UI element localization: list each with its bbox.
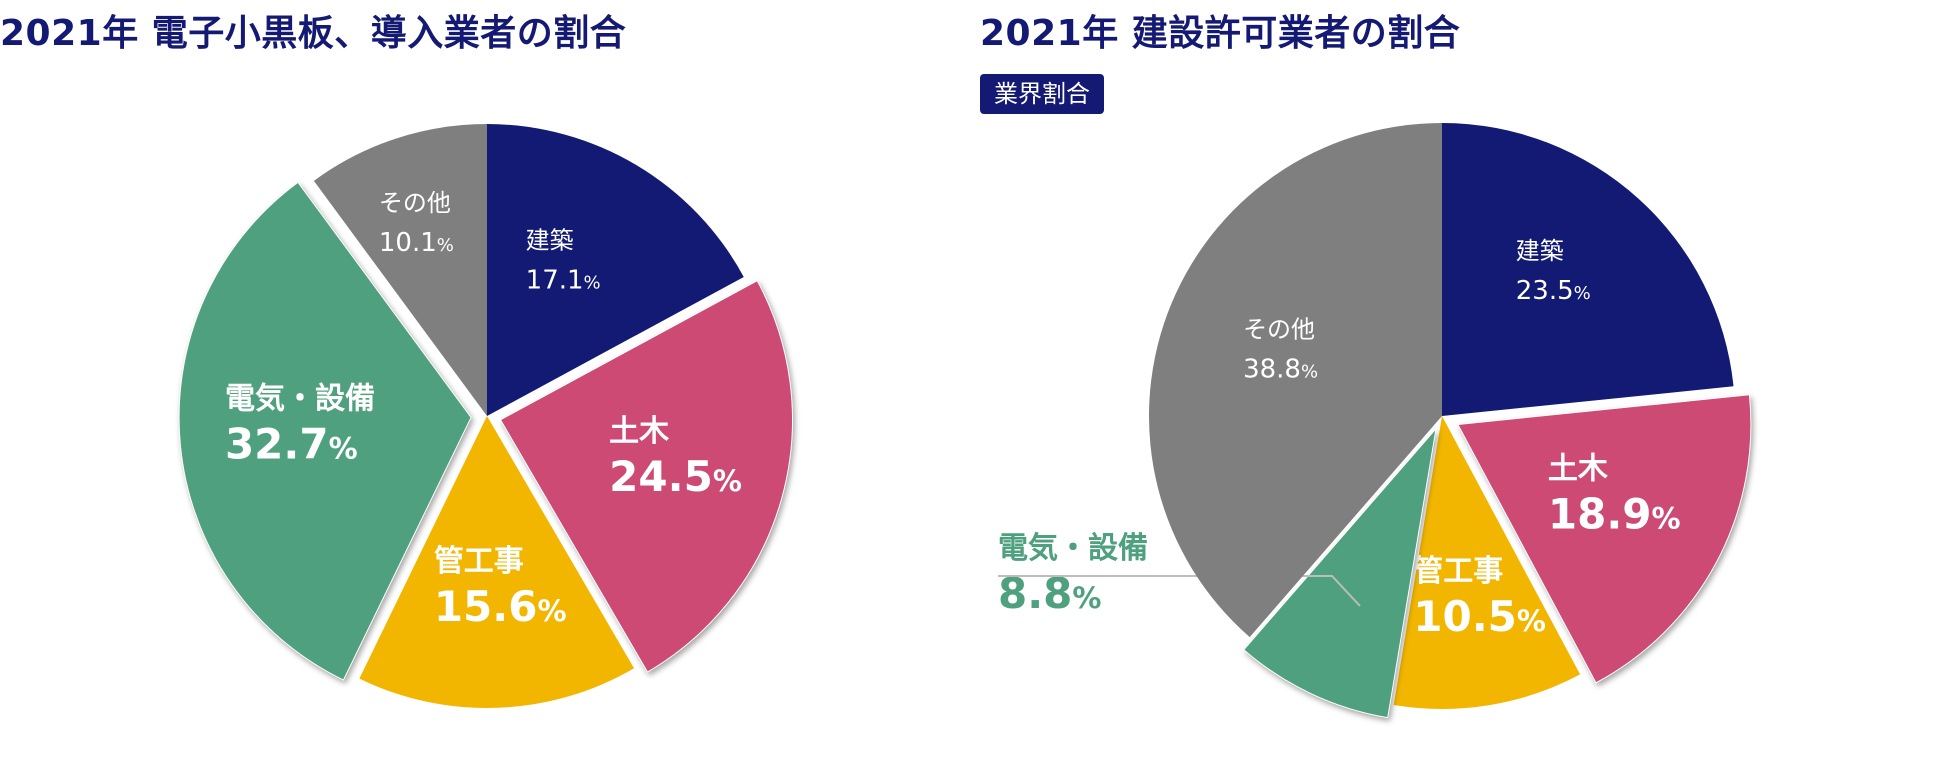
industry-share-badge: 業界割合 <box>980 74 1104 114</box>
pie-slice-other-right <box>1149 123 1442 638</box>
slice-percent-civil-left: 24.5% <box>609 452 742 501</box>
callout-leader-line-electrical <box>998 575 1361 607</box>
slice-label-other-left: その他 <box>379 189 451 217</box>
pie-slice-electrical-left <box>178 181 472 681</box>
slice-label-electrical-right: 電気・設備 <box>998 531 1148 566</box>
pie-slice-architecture-right <box>1442 123 1734 416</box>
slice-label-architecture-left: 建築 <box>526 226 574 254</box>
slice-label-architecture-right: 建築 <box>1516 237 1564 265</box>
chart-title-left: 2021年 電子小黒板、導入業者の割合 <box>0 13 627 54</box>
slice-label-civil-right: 土木 <box>1548 451 1608 486</box>
pie-slice-plumbing-left <box>359 416 635 708</box>
slice-label-plumbing-right: 管工事 <box>1413 554 1503 589</box>
pie-slice-other-left <box>313 124 487 416</box>
pie-slice-plumbing-right <box>1393 416 1581 710</box>
slice-label-electrical-left: 電気・設備 <box>225 381 375 416</box>
slice-label-plumbing-left: 管工事 <box>434 544 524 579</box>
slice-label-civil-left: 土木 <box>609 414 669 449</box>
slice-label-other-right: その他 <box>1243 316 1315 344</box>
pie-slice-electrical-right <box>1243 426 1437 719</box>
pie-slice-civil-right <box>1457 394 1752 684</box>
chart-title-right: 2021年 建設許可業者の割合 <box>980 13 1461 54</box>
pie-slice-civil-left <box>499 280 793 673</box>
pie-slice-architecture-left <box>487 124 744 416</box>
